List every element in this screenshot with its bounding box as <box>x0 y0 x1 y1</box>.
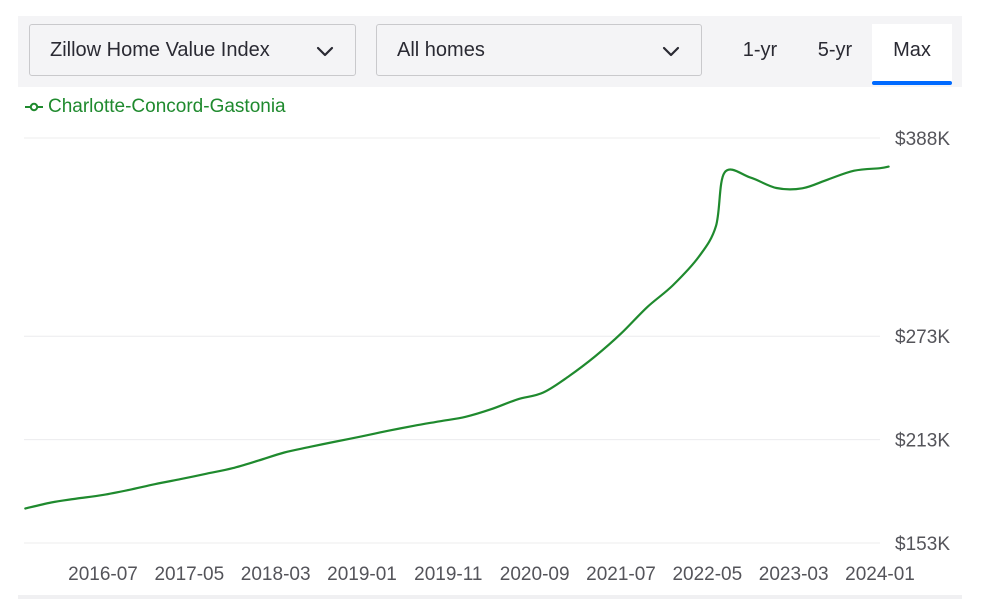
range-5yr-label: 5-yr <box>817 39 853 61</box>
data-point[interactable] <box>798 184 806 192</box>
data-point[interactable] <box>306 443 314 451</box>
active-range-indicator <box>872 81 952 85</box>
data-point[interactable] <box>254 457 262 465</box>
x-tick-label: 2017-05 <box>154 564 224 585</box>
y-tick-label: $388K <box>895 129 950 150</box>
data-point[interactable] <box>384 427 392 435</box>
x-tick-label: 2022-05 <box>672 564 742 585</box>
x-tick-label: 2023-03 <box>759 564 829 585</box>
data-point[interactable] <box>177 475 185 483</box>
y-tick-label: $213K <box>895 431 950 452</box>
data-point[interactable] <box>151 480 159 488</box>
x-tick-label: 2020-09 <box>500 564 570 585</box>
range-max-button[interactable]: Max <box>872 24 952 85</box>
data-point[interactable] <box>824 175 832 183</box>
data-point[interactable] <box>436 417 444 425</box>
data-point[interactable] <box>591 352 599 360</box>
chevron-down-icon <box>316 46 334 57</box>
data-point[interactable] <box>21 505 29 513</box>
data-point[interactable] <box>332 437 340 445</box>
x-tick-label: 2019-01 <box>327 564 397 585</box>
legend-item[interactable]: Charlotte-Concord-Gastonia <box>24 94 286 120</box>
y-tick-label: $153K <box>895 534 950 555</box>
data-point[interactable] <box>358 432 366 440</box>
data-point[interactable] <box>643 303 651 311</box>
range-1yr-button[interactable]: 1-yr <box>728 24 792 82</box>
data-point[interactable] <box>99 491 107 499</box>
chart-panel <box>18 16 962 598</box>
range-1yr-label: 1-yr <box>742 39 778 61</box>
data-point[interactable] <box>712 222 720 230</box>
chevron-down-icon <box>662 46 680 57</box>
x-tick-label: 2024-01 <box>845 564 915 585</box>
data-point[interactable] <box>125 486 133 494</box>
data-point[interactable] <box>885 163 893 171</box>
x-tick-label: 2016-07 <box>68 564 138 585</box>
x-axis-ticks: 2016-07 2017-05 2018-03 2019-01 2019-11 2020-… <box>68 564 915 585</box>
grid-lines <box>24 137 880 544</box>
data-point[interactable] <box>513 395 521 403</box>
data-point[interactable] <box>462 413 470 421</box>
x-tick-label: 2019-11 <box>414 564 482 585</box>
data-point[interactable] <box>73 495 81 503</box>
data-point[interactable] <box>229 464 237 472</box>
metric-select[interactable]: Zillow Home Value Index <box>29 24 356 76</box>
data-point[interactable] <box>617 330 625 338</box>
data-point[interactable] <box>280 449 288 457</box>
range-max-label: Max <box>893 39 931 61</box>
data-point[interactable] <box>876 164 884 172</box>
data-point[interactable] <box>772 184 780 192</box>
panel-bottom-border <box>18 595 962 599</box>
y-tick-label: $273K <box>895 327 950 348</box>
metric-select-value: Zillow Home Value Index <box>50 39 270 61</box>
data-point[interactable] <box>47 499 55 507</box>
data-point[interactable] <box>669 281 677 289</box>
range-5yr-button[interactable]: 5-yr <box>800 24 870 82</box>
home-type-select[interactable]: All homes <box>376 24 702 76</box>
x-tick-label: 2021-07 <box>586 564 656 585</box>
legend-line-marker-icon <box>25 102 43 112</box>
series-layer <box>21 163 893 513</box>
data-point[interactable] <box>410 422 418 430</box>
data-point[interactable] <box>488 405 496 413</box>
data-point[interactable] <box>721 168 729 176</box>
y-axis-ticks: $153K $213K $273K $388K <box>895 129 950 555</box>
data-point[interactable] <box>565 372 573 380</box>
data-point[interactable] <box>850 167 858 175</box>
data-point[interactable] <box>747 174 755 182</box>
home-type-select-value: All homes <box>397 39 485 61</box>
x-tick-label: 2018-03 <box>241 564 311 585</box>
data-point[interactable] <box>539 389 547 397</box>
series-line[interactable] <box>24 165 890 510</box>
data-point[interactable] <box>203 470 211 478</box>
legend-label: Charlotte-Concord-Gastonia <box>48 96 286 117</box>
data-point[interactable] <box>695 253 703 261</box>
